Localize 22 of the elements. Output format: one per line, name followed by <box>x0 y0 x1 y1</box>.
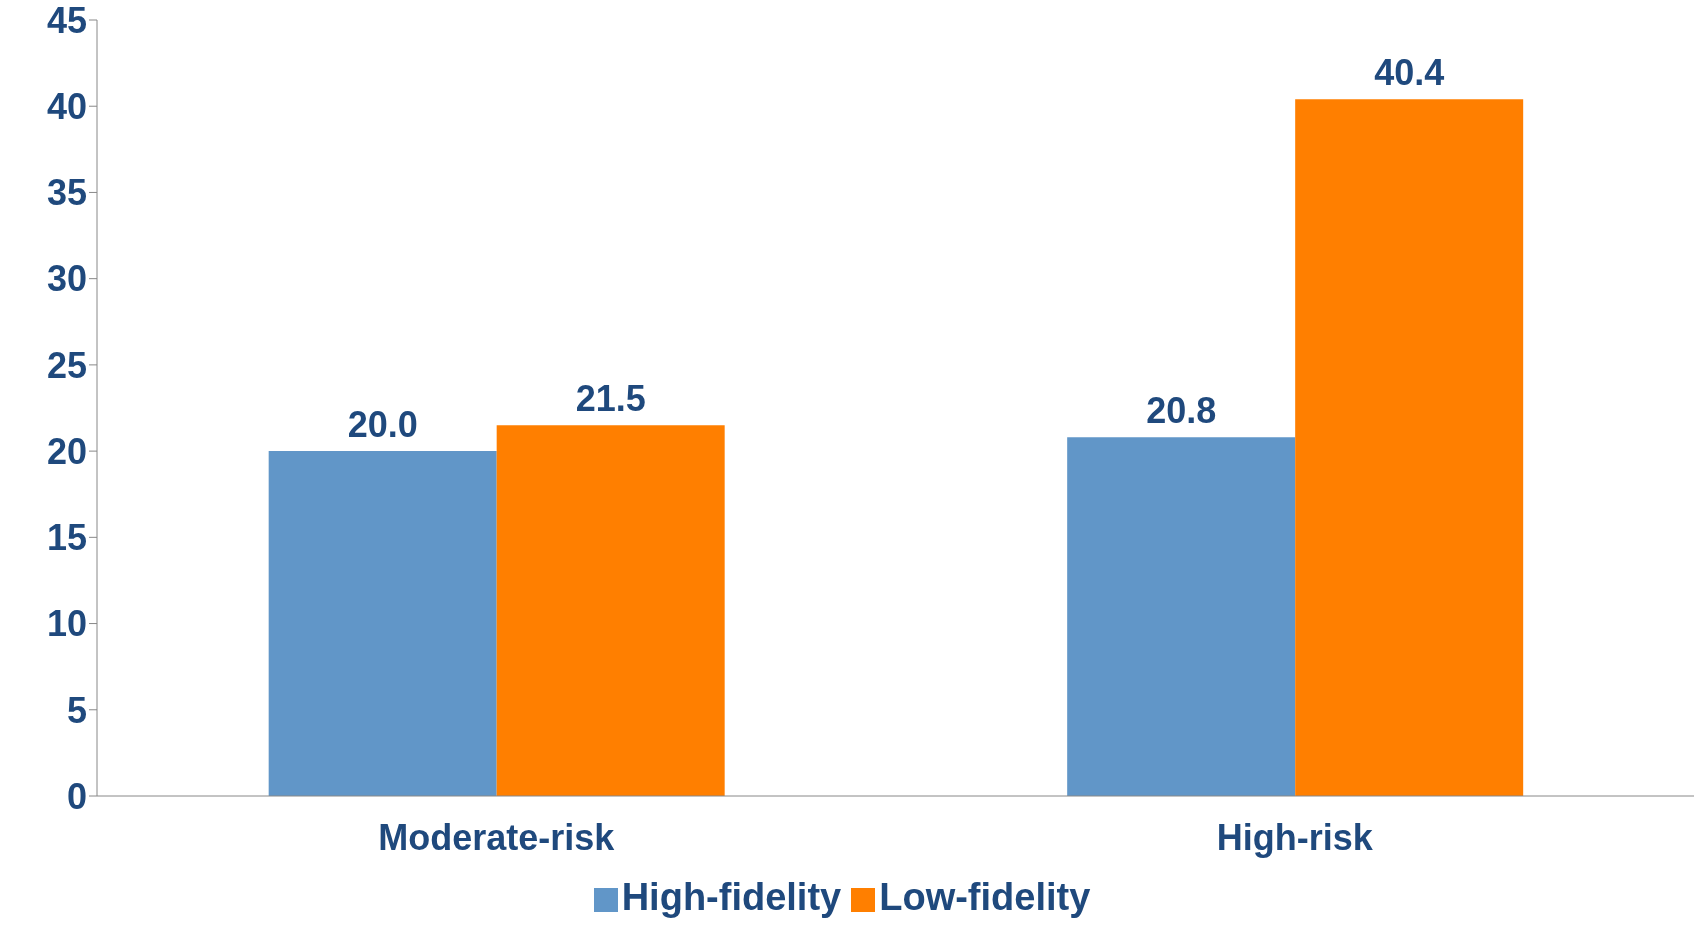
bar <box>1295 99 1524 796</box>
legend-label: High-fidelity <box>621 876 842 918</box>
y-tick-label: 0 <box>66 775 87 817</box>
x-tick-label: High-risk <box>1216 816 1374 858</box>
y-tick-label: 35 <box>46 172 87 214</box>
data-label: 20.8 <box>1146 390 1217 432</box>
y-tick-label: 20 <box>46 430 87 472</box>
y-tick-label: 40 <box>46 86 87 127</box>
data-label: 21.5 <box>575 378 646 420</box>
bar <box>1067 437 1296 796</box>
x-tick-label: Moderate-risk <box>378 816 616 858</box>
legend-label: Low-fidelity <box>879 876 1091 918</box>
y-tick-label: 5 <box>66 689 87 731</box>
bar <box>496 425 725 796</box>
data-label: 40.4 <box>1374 52 1445 94</box>
data-label: 20.0 <box>347 404 418 446</box>
y-tick-label: 30 <box>46 258 87 300</box>
bar <box>268 451 497 796</box>
y-tick-label: 15 <box>46 517 87 559</box>
y-tick-label: 45 <box>46 0 87 41</box>
y-tick-label: 10 <box>46 603 87 645</box>
y-tick-label: 25 <box>46 344 87 386</box>
